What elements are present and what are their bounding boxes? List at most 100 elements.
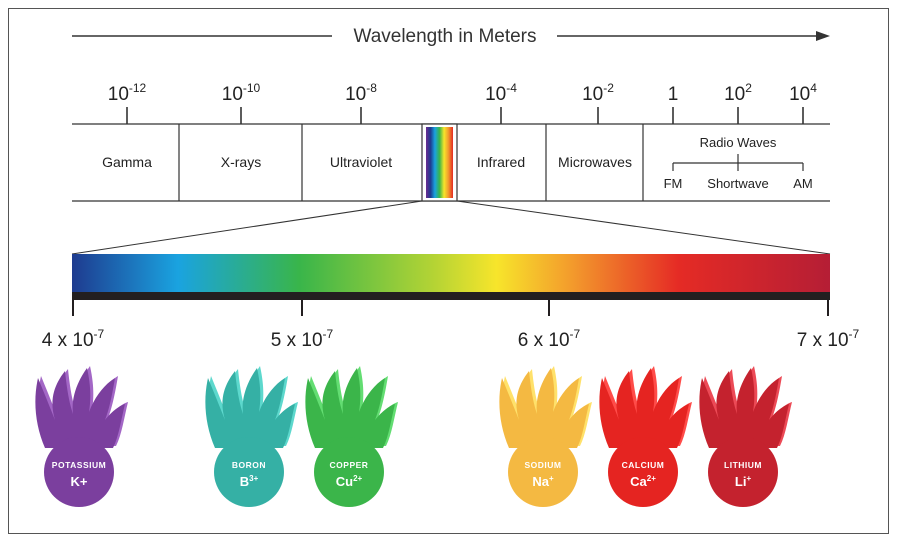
scale-tick-base: 10 bbox=[789, 84, 810, 105]
wavelength-scale: 10-12 10-10 10-8 10-4 10-2 1 102 104 bbox=[108, 81, 817, 124]
flame-icon bbox=[205, 368, 295, 448]
ion-symbol: Ca bbox=[630, 474, 647, 489]
ion-symbol: Li bbox=[735, 474, 747, 489]
element-name: POTASSIUM bbox=[52, 460, 106, 470]
wavelength-header: Wavelength in Meters bbox=[72, 26, 830, 47]
spectrum-bands-table: Gamma X-rays Ultraviolet Infrared Microw… bbox=[72, 123, 830, 202]
scale-tick-exponent: -12 bbox=[129, 81, 147, 95]
element-badge bbox=[214, 437, 284, 507]
flame-icon bbox=[599, 368, 689, 448]
ion-symbol: Na bbox=[532, 474, 549, 489]
ion-symbol: B bbox=[240, 474, 249, 489]
flame-test-elements: POTASSIUMK+BORONB3+COPPERCu2+SODIUMNa+CA… bbox=[35, 366, 792, 507]
flame-element-lithium: LITHIUM Li+ bbox=[699, 366, 792, 507]
element-badge bbox=[608, 437, 678, 507]
visible-tick-base: 4 x 10 bbox=[42, 330, 94, 351]
ion-charge: + bbox=[746, 474, 751, 483]
zoom-line-right bbox=[456, 200, 831, 255]
element-badge bbox=[314, 437, 384, 507]
flame-icon bbox=[499, 368, 589, 448]
visible-tick-base: 6 x 10 bbox=[518, 330, 570, 351]
diagram-frame bbox=[8, 8, 889, 534]
band-label-gamma: Gamma bbox=[102, 154, 152, 170]
scale-tick-label: 102 bbox=[724, 81, 752, 105]
element-name: LITHIUM bbox=[724, 460, 762, 470]
element-ion-symbol: K+ bbox=[71, 474, 88, 489]
band-label-microwaves: Microwaves bbox=[558, 154, 632, 170]
element-ion-symbol: Na+ bbox=[532, 474, 554, 489]
element-ion-symbol: Ca2+ bbox=[630, 474, 656, 489]
ion-charge: 2+ bbox=[353, 474, 362, 483]
flame-element-sodium: SODIUM Na+ bbox=[499, 366, 592, 507]
flame-element-calcium: CALCIUM Ca2+ bbox=[599, 366, 692, 507]
visible-spectrum: 4 x 10-7 5 x 10-7 6 x 10-7 7 x 10-7 bbox=[42, 254, 860, 351]
scale-tick-exponent: -10 bbox=[243, 81, 261, 95]
ion-symbol: Cu bbox=[336, 474, 353, 489]
scale-tick-exponent: -4 bbox=[506, 81, 517, 95]
flame-icon bbox=[35, 368, 125, 448]
band-label-x-rays: X-rays bbox=[221, 154, 261, 170]
visible-tick-label: 4 x 10-7 bbox=[42, 327, 105, 351]
ion-charge: 3+ bbox=[249, 474, 258, 483]
element-name: CALCIUM bbox=[622, 460, 665, 470]
visible-tick-exponent: -7 bbox=[323, 327, 334, 341]
visible-tick-exponent: -7 bbox=[849, 327, 860, 341]
band-label-radio-waves: Radio Waves bbox=[700, 135, 777, 150]
visible-tick-exponent: -7 bbox=[570, 327, 581, 341]
radio-sub-shortwave: Shortwave bbox=[707, 176, 768, 191]
visible-light-rainbow bbox=[426, 127, 453, 198]
visible-tick-exponent: -7 bbox=[94, 327, 105, 341]
radio-sub-fm: FM bbox=[664, 176, 683, 191]
ion-charge: 2+ bbox=[647, 474, 656, 483]
ion-charge: + bbox=[549, 474, 554, 483]
scale-tick-base: 10 bbox=[222, 84, 243, 105]
flame-element-copper: COPPER Cu2+ bbox=[305, 366, 398, 507]
scale-tick-exponent: 4 bbox=[810, 81, 817, 95]
visible-spectrum-gradient bbox=[72, 254, 830, 292]
band-label-ultraviolet: Ultraviolet bbox=[330, 154, 392, 170]
scale-tick-label: 10-12 bbox=[108, 81, 147, 105]
flame-icon bbox=[305, 368, 395, 448]
scale-tick-base: 10 bbox=[485, 84, 506, 105]
element-badge bbox=[708, 437, 778, 507]
visible-tick-base: 7 x 10 bbox=[797, 330, 849, 351]
element-name: BORON bbox=[232, 460, 266, 470]
visible-tick-label: 5 x 10-7 bbox=[271, 327, 334, 351]
radio-waves-group: Radio Waves FM Shortwave AM bbox=[664, 135, 813, 191]
flame-element-boron: BORON B3+ bbox=[205, 366, 298, 507]
visible-spectrum-ticks: 4 x 10-7 5 x 10-7 6 x 10-7 7 x 10-7 bbox=[42, 300, 860, 351]
scale-tick-label: 10-10 bbox=[222, 81, 261, 105]
scale-tick-exponent: -2 bbox=[603, 81, 614, 95]
scale-tick-exponent: -8 bbox=[366, 81, 377, 95]
scale-tick-label: 10-2 bbox=[582, 81, 614, 105]
scale-tick-base: 10 bbox=[108, 84, 129, 105]
ion-charge: + bbox=[80, 474, 88, 489]
flame-element-potassium: POTASSIUM K+ bbox=[35, 366, 128, 507]
visible-spectrum-axis bbox=[72, 292, 830, 300]
scale-tick-label: 10-4 bbox=[485, 81, 517, 105]
scale-tick-label: 1 bbox=[668, 84, 679, 105]
band-label-infrared: Infrared bbox=[477, 154, 525, 170]
element-ion-symbol: B3+ bbox=[240, 474, 259, 489]
ion-symbol: K bbox=[71, 474, 81, 489]
scale-tick-label: 10-8 bbox=[345, 81, 377, 105]
element-badge bbox=[508, 437, 578, 507]
element-ion-symbol: Li+ bbox=[735, 474, 752, 489]
scale-tick-label: 104 bbox=[789, 81, 817, 105]
scale-tick-base: 1 bbox=[668, 84, 679, 105]
arrow-head-icon bbox=[816, 31, 830, 41]
scale-tick-base: 10 bbox=[345, 84, 366, 105]
zoom-line-left bbox=[71, 200, 423, 255]
visible-tick-base: 5 x 10 bbox=[271, 330, 323, 351]
element-badge bbox=[44, 437, 114, 507]
element-name: COPPER bbox=[330, 460, 369, 470]
scale-tick-exponent: 2 bbox=[745, 81, 752, 95]
element-ion-symbol: Cu2+ bbox=[336, 474, 363, 489]
scale-tick-base: 10 bbox=[724, 84, 745, 105]
radio-sub-am: AM bbox=[793, 176, 813, 191]
visible-tick-label: 7 x 10-7 bbox=[797, 327, 860, 351]
chart-title: Wavelength in Meters bbox=[353, 26, 536, 47]
element-name: SODIUM bbox=[525, 460, 562, 470]
visible-tick-label: 6 x 10-7 bbox=[518, 327, 581, 351]
